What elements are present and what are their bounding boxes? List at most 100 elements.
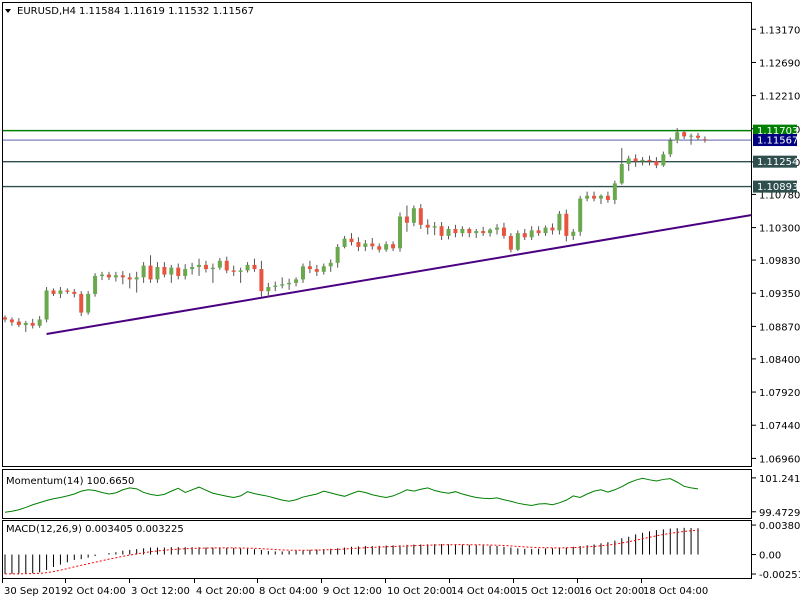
- candle-body: [605, 195, 610, 200]
- candle-body: [79, 293, 84, 313]
- candle-body: [280, 284, 285, 286]
- price-tick-label: 1.09830: [759, 256, 800, 267]
- price-tick-label: 1.07920: [759, 388, 800, 399]
- time-tick-label: 9 Oct 12:00: [323, 586, 382, 597]
- candle-body: [696, 135, 700, 138]
- level-label: 1.11254: [757, 157, 798, 168]
- time-axis: 30 Sep 2019 2 Oct 04:00 3 Oct 12:00 4 Oct 2…: [2, 579, 708, 597]
- candle-body: [356, 242, 361, 247]
- candle-body: [453, 228, 458, 234]
- momentum-axis: 101.2417 99.4729: [752, 474, 800, 519]
- candle-body: [578, 198, 583, 232]
- symbol-label: EURUSD,H4: [17, 6, 76, 17]
- candle-body: [321, 266, 326, 272]
- candle-body: [155, 266, 160, 280]
- candle-body: [689, 135, 694, 137]
- price-tick-label: 1.07440: [759, 421, 800, 432]
- candle-body: [536, 230, 541, 234]
- macd-pane-frame: [2, 520, 752, 579]
- candle-body: [300, 266, 305, 280]
- candle-body: [370, 243, 375, 247]
- macd-tick-label: -0.002516: [759, 570, 800, 581]
- candle-body: [30, 322, 35, 326]
- time-tick-label: 2 Oct 04:00: [67, 586, 126, 597]
- momentum-pane-frame: [2, 469, 752, 519]
- time-tick-label: 4 Oct 20:00: [196, 586, 255, 597]
- candle-body: [446, 228, 451, 236]
- horizontal-levels[interactable]: [3, 129, 751, 188]
- level-label-box: [753, 124, 797, 137]
- candle-body: [543, 227, 548, 234]
- price-tick-label: 1.08870: [759, 322, 800, 333]
- candle-body: [598, 195, 603, 199]
- momentum-tick-label: 101.2417: [759, 474, 800, 485]
- candle-body: [501, 227, 506, 236]
- level-label: 1.10893: [757, 182, 798, 193]
- candle-body: [425, 224, 430, 228]
- candle-body: [134, 277, 139, 280]
- price-tick-label: 1.06960: [759, 454, 800, 465]
- candle-body: [120, 275, 125, 278]
- candle-body: [391, 244, 396, 249]
- candle-body: [176, 267, 181, 276]
- candle-body: [474, 231, 479, 234]
- candle-body: [467, 228, 472, 234]
- candle-body: [65, 290, 70, 292]
- candle-body: [626, 158, 631, 165]
- price-tick-label: 1.13170: [759, 25, 800, 36]
- candle-body: [72, 291, 77, 294]
- dropdown-triangle-icon[interactable]: [5, 9, 11, 13]
- candle-body: [515, 233, 520, 250]
- level-label-box: [753, 134, 797, 147]
- candle-body: [162, 266, 167, 275]
- candle-body: [418, 208, 423, 225]
- level-label-box: [753, 155, 797, 168]
- candles: [3, 128, 707, 332]
- candle-body: [314, 269, 319, 272]
- candle-body: [287, 282, 292, 285]
- candle-body: [93, 275, 98, 294]
- level-label: 1.11703: [757, 126, 798, 137]
- candle-body: [190, 266, 195, 270]
- price-tick-label: 1.08400: [759, 355, 800, 366]
- candle-body: [522, 233, 527, 238]
- candle-body: [702, 139, 707, 141]
- macd-signal-line: [5, 529, 699, 575]
- candle-body: [58, 290, 63, 294]
- candle-body: [564, 213, 569, 236]
- candle-body: [432, 226, 437, 228]
- time-tick-label: 14 Oct 04:00: [451, 586, 516, 597]
- candle-body: [259, 269, 264, 292]
- momentum-tick-label: 99.4729: [759, 508, 800, 519]
- candle-body: [197, 264, 202, 267]
- candle-body: [9, 319, 14, 323]
- candle-body: [557, 213, 562, 231]
- candle-body: [612, 183, 617, 200]
- candle-body: [404, 216, 409, 223]
- candle-body: [342, 238, 347, 247]
- candle-body: [183, 269, 188, 276]
- candle-body: [411, 208, 416, 223]
- candle-body: [217, 260, 222, 268]
- macd-title: MACD(12,26,9) 0.003405 0.003225: [6, 524, 184, 535]
- candle-body: [266, 287, 271, 292]
- candle-body: [682, 132, 687, 137]
- trendline[interactable]: [46, 214, 752, 335]
- candle-body: [640, 159, 645, 162]
- momentum-title: Momentum(14) 100.6650: [6, 476, 134, 487]
- price-tick-label: 1.12690: [759, 58, 800, 69]
- candle-body: [231, 270, 236, 272]
- ohlc-readout: 1.11584 1.11619 1.11532 1.11567: [79, 6, 254, 17]
- candle-body: [23, 322, 28, 326]
- candle-body: [210, 267, 215, 270]
- candle-body: [363, 243, 368, 247]
- candle-body: [377, 246, 382, 250]
- level-label-box: [753, 180, 797, 193]
- candle-body: [203, 264, 208, 270]
- candle-body: [148, 265, 153, 280]
- candle-body: [44, 290, 49, 320]
- candle-body: [619, 164, 624, 184]
